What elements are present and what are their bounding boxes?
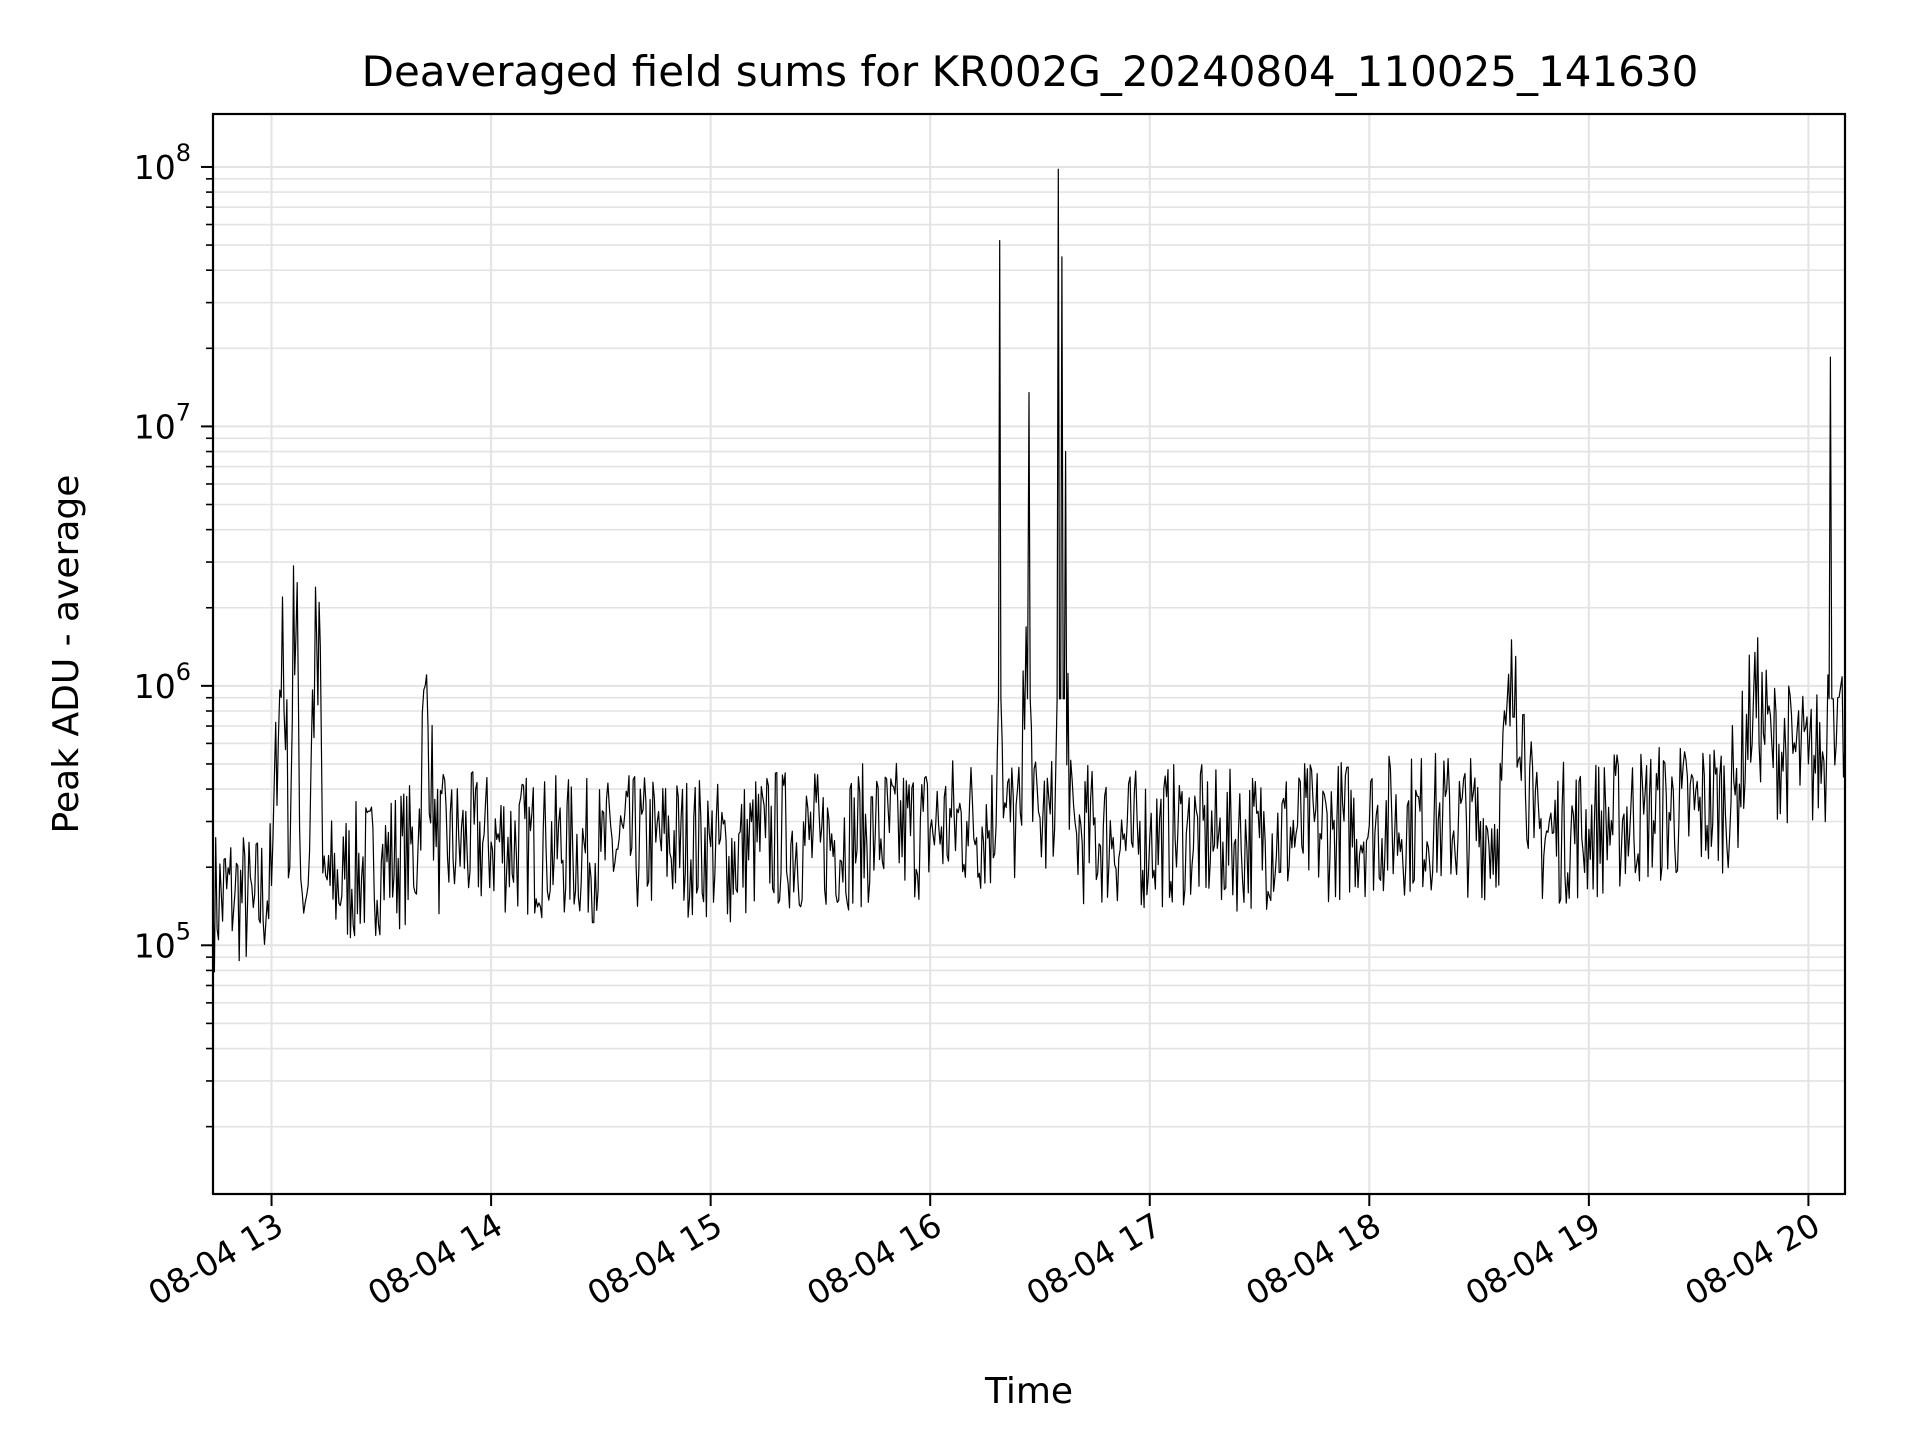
grid: [213, 114, 1845, 1194]
x-axis-label: Time: [984, 1371, 1073, 1412]
y-tick-label: 107: [134, 398, 191, 446]
y-tick-label: 105: [134, 917, 191, 965]
y-axis-label: Peak ADU - average: [46, 475, 87, 834]
series-line: [212, 168, 1846, 973]
series-layer: [212, 168, 1846, 973]
y-tick-label: 108: [134, 139, 191, 187]
x-tick-label: 08-04 19: [1459, 1205, 1607, 1313]
y-axis: 105 106 107 108: [134, 139, 213, 1128]
x-tick-label: 08-04 13: [142, 1205, 290, 1313]
x-axis: 08-04 13 08-04 14 08-04 15 08-04 16 08-04 17…: [142, 1194, 1826, 1313]
x-tick-label: 08-04 18: [1239, 1205, 1387, 1313]
y-tick-label: 106: [134, 658, 191, 706]
plot-area-frame: [211, 112, 1847, 1196]
chart-title: Deaveraged field sums for KR002G_2024080…: [362, 47, 1699, 96]
x-tick-label: 08-04 15: [581, 1205, 729, 1313]
x-tick-label: 08-04 14: [361, 1205, 509, 1313]
x-tick-label: 08-04 20: [1678, 1205, 1826, 1313]
x-tick-label: 08-04 17: [1020, 1205, 1168, 1313]
x-tick-label: 08-04 16: [800, 1205, 948, 1313]
